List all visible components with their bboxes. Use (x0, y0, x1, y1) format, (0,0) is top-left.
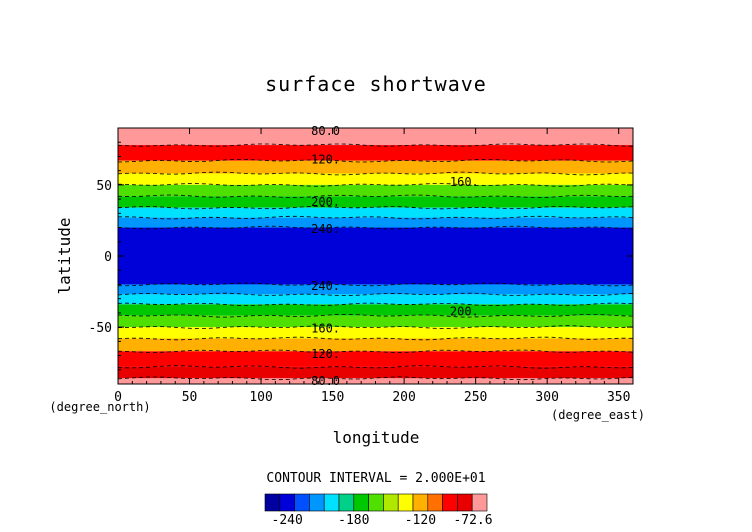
contour-line-12 (118, 325, 634, 329)
band-8 (118, 227, 633, 285)
band-3 (118, 173, 633, 185)
plot-area (118, 128, 633, 384)
contour-line-3 (117, 183, 634, 187)
colorbar-label-0: -240 (272, 513, 303, 528)
x-axis-ticks: 0 50 100 150 200 250 300 350 (114, 128, 630, 405)
chart-title: surface shortwave (265, 72, 487, 96)
colorbar-swatch-0 (264, 493, 281, 512)
contour-labels: 80.0 120. 160. 200. 240. 240. 200. 160. 120. 80.0 (311, 124, 479, 388)
contour-line-9 (117, 292, 634, 296)
band-10 (118, 294, 633, 305)
contour-label-1: 120. (311, 152, 340, 166)
colorbar-swatch-10 (412, 493, 429, 512)
band-7 (118, 217, 633, 228)
contour-label-0: 80.0 (311, 124, 340, 138)
x-tick-label-2: 100 (249, 390, 272, 405)
y-tick-label-0: 50 (96, 179, 112, 194)
y-tick-label-2: -50 (89, 321, 112, 336)
contour-line-10 (117, 302, 634, 307)
x-tick-label-4: 200 (392, 390, 415, 405)
band-9 (118, 284, 633, 295)
y-axis-label: latitude (55, 217, 74, 294)
band-2 (118, 160, 633, 174)
contour-line-7 (117, 225, 634, 230)
colorbar-swatch-5 (338, 493, 355, 512)
colorbar-swatch-9 (397, 493, 414, 512)
colorbar-swatch-4 (323, 493, 340, 512)
colorbar-labels: -240 -180 -120 -72.6 (272, 513, 493, 528)
colorbar-swatch-11 (427, 493, 443, 512)
x-tick-label-6: 300 (535, 390, 558, 405)
band-14 (118, 338, 633, 352)
x-axis-label: longitude (333, 428, 420, 447)
band-11 (118, 304, 633, 316)
colorbar-swatch-13 (457, 493, 473, 512)
y-axis-unit: (degree_north) (49, 400, 150, 414)
contour-label-3: 200. (311, 195, 340, 209)
y-axis-ticks: 50 0 -50 (89, 141, 633, 371)
band-6 (118, 207, 633, 218)
contour-line-0 (117, 143, 633, 147)
contour-label-5: 240. (311, 279, 340, 293)
band-15 (118, 351, 633, 367)
contour-line-4 (117, 194, 634, 198)
contour-interval-text: CONTOUR INTERVAL = 2.000E+01 (266, 471, 485, 486)
band-13 (118, 327, 633, 339)
x-tick-label-3: 150 (321, 390, 344, 405)
contour-line-13 (117, 336, 634, 341)
colorbar-swatch-8 (383, 493, 399, 512)
contour-line-2 (117, 171, 634, 176)
band-1 (118, 145, 633, 161)
colorbar-swatch-6 (353, 493, 369, 512)
x-tick-label-0: 0 (114, 390, 122, 405)
contour-line-8 (117, 282, 634, 287)
contour-line-15 (117, 365, 634, 369)
colorbar-swatch-3 (309, 493, 325, 512)
colorbar-swatch-1 (279, 493, 295, 512)
contour-label-6: 200. (450, 304, 479, 318)
colorbar-label-2: -120 (405, 513, 436, 528)
x-tick-label-1: 50 (182, 390, 198, 405)
x-axis-unit: (degree_east) (551, 408, 645, 422)
colorbar-swatch-14 (471, 493, 488, 512)
colorbar-swatch-2 (294, 493, 310, 512)
colorbar-label-1: -180 (338, 513, 369, 528)
contour-label-2: 160. (450, 175, 479, 189)
x-tick-label-5: 250 (464, 390, 487, 405)
colorbar-swatch-7 (368, 493, 384, 512)
contour-label-4: 240. (311, 222, 340, 236)
contour-label-7: 160. (311, 322, 340, 336)
band-12 (118, 315, 633, 328)
band-5 (118, 196, 633, 208)
colorbar-swatch-12 (442, 493, 458, 512)
contour-line-14 (117, 349, 634, 353)
contour-line-5 (117, 206, 634, 210)
contour-label-9: 80.0 (311, 374, 340, 388)
band-16 (118, 366, 633, 379)
contour-line-6 (117, 215, 634, 220)
x-tick-label-7: 350 (607, 390, 630, 405)
band-4 (118, 184, 633, 197)
colorbar (264, 493, 488, 512)
contour-line-11 (117, 314, 634, 318)
contour-line-1 (117, 159, 634, 163)
colorbar-label-3: -72.6 (453, 513, 492, 528)
contour-label-8: 120. (311, 347, 340, 361)
y-tick-label-1: 0 (104, 250, 112, 265)
band-0 (118, 128, 633, 146)
